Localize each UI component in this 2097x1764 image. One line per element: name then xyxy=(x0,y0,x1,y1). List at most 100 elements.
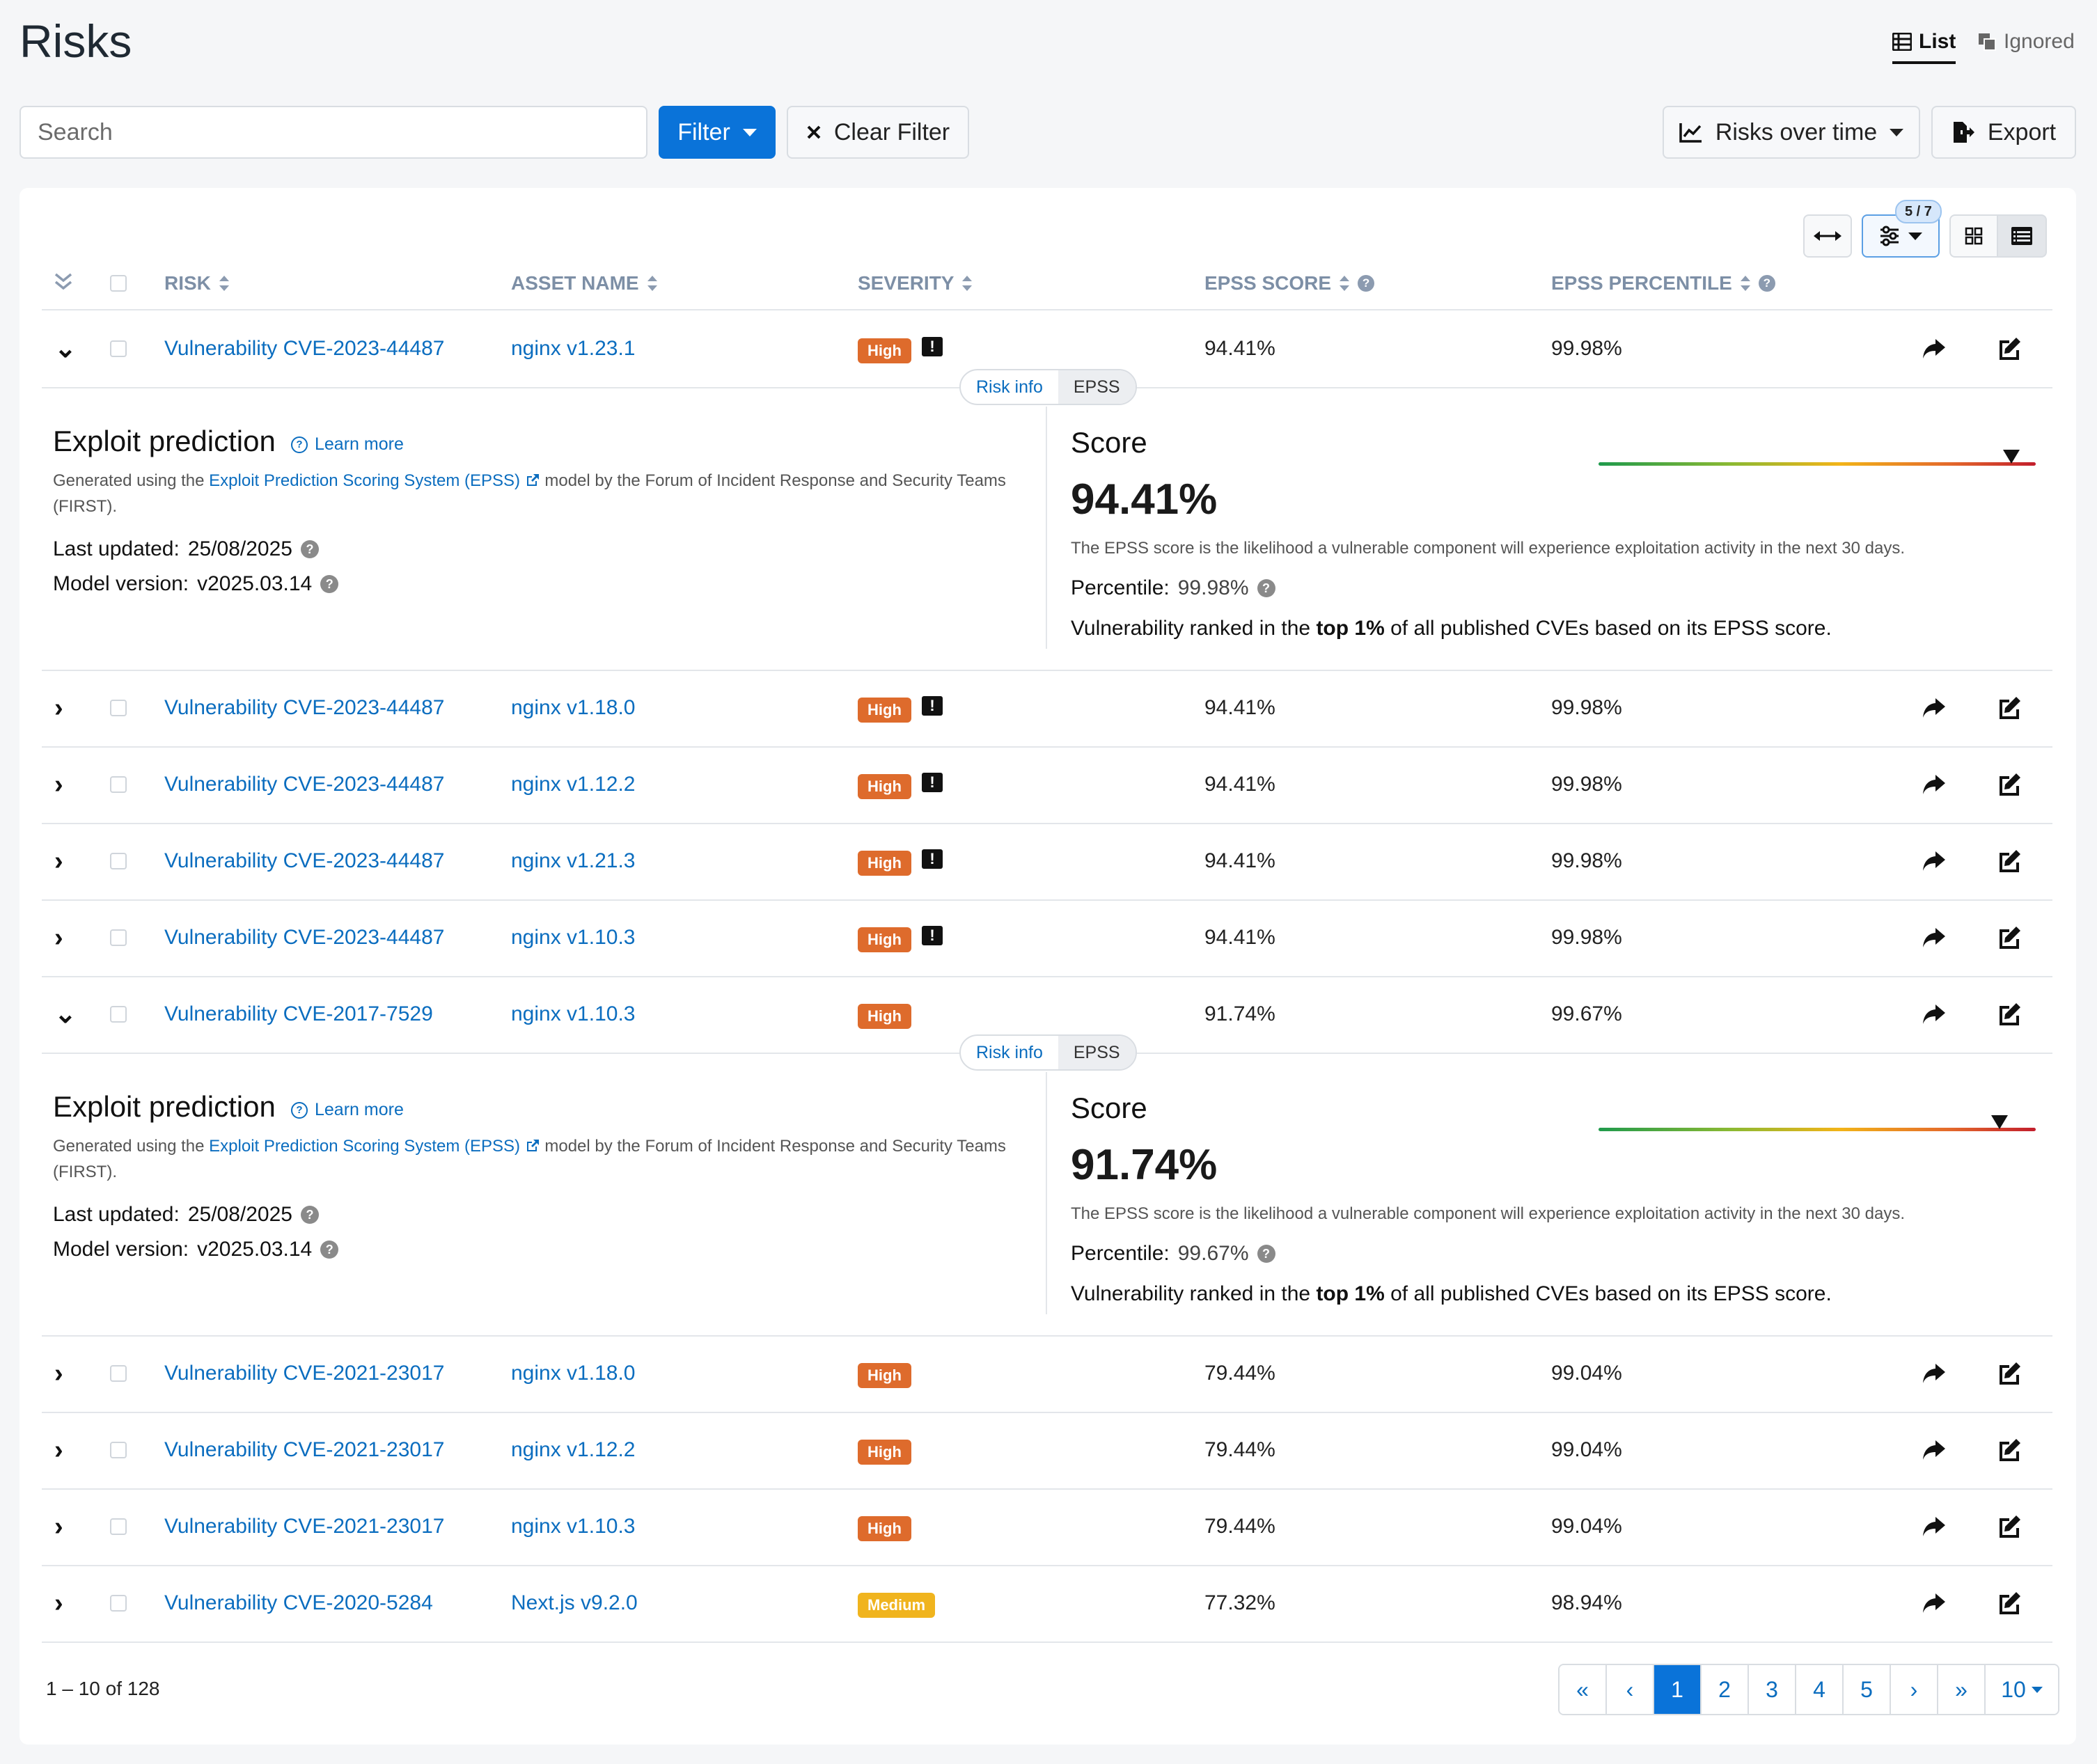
pagination-page[interactable]: 5 xyxy=(1844,1665,1891,1714)
tab-risk-info[interactable]: Risk info xyxy=(976,377,1043,397)
help-icon[interactable]: ? xyxy=(1257,579,1275,597)
column-header-epss-score[interactable]: EPSS SCORE? xyxy=(1204,271,1375,295)
share-arrow-icon[interactable] xyxy=(1922,697,1947,723)
risk-link[interactable]: Vulnerability CVE-2023-44487 xyxy=(164,773,445,796)
chevron-right-icon[interactable]: › xyxy=(54,1512,63,1541)
page-size-select[interactable]: 10 xyxy=(1986,1665,2058,1714)
chevron-right-icon[interactable]: › xyxy=(54,1359,63,1388)
tab-risk-info[interactable]: Risk info xyxy=(976,1042,1043,1062)
help-icon[interactable]: ? xyxy=(300,540,319,558)
risk-link[interactable]: Vulnerability CVE-2020-5284 xyxy=(164,1591,433,1614)
clear-filter-button[interactable]: Clear Filter xyxy=(787,106,969,159)
row-checkbox[interactable] xyxy=(110,853,127,869)
pagination-prev[interactable]: ‹ xyxy=(1607,1665,1654,1714)
edit-icon[interactable] xyxy=(1997,695,2022,724)
comment-exclamation-icon[interactable]: ! xyxy=(922,337,943,356)
share-arrow-icon[interactable] xyxy=(1922,1362,1947,1388)
collapse-all-button[interactable] xyxy=(53,271,74,296)
pagination-page[interactable]: 3 xyxy=(1749,1665,1796,1714)
tab-ignored[interactable]: Ignored xyxy=(1977,26,2075,57)
row-checkbox[interactable] xyxy=(110,1442,127,1458)
grid-view-button[interactable] xyxy=(1949,214,1998,258)
risk-link[interactable]: Vulnerability CVE-2023-44487 xyxy=(164,926,445,949)
comment-exclamation-icon[interactable]: ! xyxy=(922,773,943,792)
help-icon[interactable]: ? xyxy=(320,575,339,593)
tab-epss[interactable]: EPSS xyxy=(1058,370,1136,404)
row-checkbox[interactable] xyxy=(110,776,127,793)
column-header-epss-percentile[interactable]: EPSS PERCENTILE? xyxy=(1551,271,1775,295)
pagination-page[interactable]: 1 xyxy=(1654,1665,1702,1714)
edit-icon[interactable] xyxy=(1997,772,2022,801)
chevron-down-icon[interactable]: ⌄ xyxy=(54,1000,77,1029)
chevron-right-icon[interactable]: › xyxy=(54,770,63,799)
help-icon[interactable]: ? xyxy=(300,1206,319,1224)
share-arrow-icon[interactable] xyxy=(1922,1592,1947,1618)
asset-link[interactable]: nginx v1.10.3 xyxy=(511,926,636,949)
edit-icon[interactable] xyxy=(1997,849,2022,877)
pagination-next[interactable]: › xyxy=(1891,1665,1938,1714)
table-view-button[interactable] xyxy=(1997,214,2047,258)
risks-over-time-button[interactable]: Risks over time xyxy=(1663,106,1920,159)
expand-width-button[interactable] xyxy=(1803,214,1852,258)
risk-link[interactable]: Vulnerability CVE-2023-44487 xyxy=(164,337,445,360)
risk-link[interactable]: Vulnerability CVE-2023-44487 xyxy=(164,849,445,872)
column-header-asset-name[interactable]: ASSET NAME xyxy=(511,271,657,295)
risk-link[interactable]: Vulnerability CVE-2017-7529 xyxy=(164,1002,433,1025)
share-arrow-icon[interactable] xyxy=(1922,927,1947,952)
column-header-severity[interactable]: SEVERITY xyxy=(858,271,973,295)
share-arrow-icon[interactable] xyxy=(1922,1515,1947,1541)
row-checkbox[interactable] xyxy=(110,1595,127,1612)
chevron-right-icon[interactable]: › xyxy=(54,693,63,723)
help-icon[interactable]: ? xyxy=(1257,1245,1275,1263)
row-checkbox[interactable] xyxy=(110,929,127,946)
share-arrow-icon[interactable] xyxy=(1922,773,1947,799)
risk-link[interactable]: Vulnerability CVE-2023-44487 xyxy=(164,696,445,719)
pagination-first[interactable]: « xyxy=(1560,1665,1607,1714)
chevron-right-icon[interactable]: › xyxy=(54,1589,63,1618)
edit-icon[interactable] xyxy=(1997,1361,2022,1389)
select-all-checkbox[interactable] xyxy=(110,275,127,292)
tab-epss[interactable]: EPSS xyxy=(1058,1036,1136,1069)
chevron-right-icon[interactable]: › xyxy=(54,846,63,876)
pagination-last[interactable]: » xyxy=(1938,1665,1986,1714)
edit-icon[interactable] xyxy=(1997,1514,2022,1543)
risk-link[interactable]: Vulnerability CVE-2021-23017 xyxy=(164,1515,445,1538)
pagination-page[interactable]: 2 xyxy=(1702,1665,1749,1714)
row-checkbox[interactable] xyxy=(110,1365,127,1382)
chevron-down-icon[interactable]: ⌄ xyxy=(54,334,77,363)
filter-button[interactable]: Filter xyxy=(659,106,776,159)
row-checkbox[interactable] xyxy=(110,340,127,357)
asset-link[interactable]: nginx v1.10.3 xyxy=(511,1515,636,1538)
row-checkbox[interactable] xyxy=(110,1006,127,1023)
edit-icon[interactable] xyxy=(1997,925,2022,954)
asset-link[interactable]: nginx v1.10.3 xyxy=(511,1002,636,1025)
edit-icon[interactable] xyxy=(1997,1438,2022,1466)
learn-more-link[interactable]: ? Learn more xyxy=(291,1100,404,1120)
asset-link[interactable]: nginx v1.18.0 xyxy=(511,1362,636,1385)
row-checkbox[interactable] xyxy=(110,700,127,716)
asset-link[interactable]: nginx v1.12.2 xyxy=(511,1438,636,1461)
share-arrow-icon[interactable] xyxy=(1922,1439,1947,1465)
asset-link[interactable]: nginx v1.23.1 xyxy=(511,337,636,360)
asset-link[interactable]: nginx v1.12.2 xyxy=(511,773,636,796)
comment-exclamation-icon[interactable]: ! xyxy=(922,849,943,869)
edit-icon[interactable] xyxy=(1997,1002,2022,1030)
epss-model-link[interactable]: Exploit Prediction Scoring System (EPSS) xyxy=(209,471,521,490)
search-input[interactable] xyxy=(19,106,647,159)
edit-icon[interactable] xyxy=(1997,1591,2022,1619)
column-header-risk[interactable]: RISK xyxy=(164,271,229,295)
pagination-page[interactable]: 4 xyxy=(1796,1665,1844,1714)
asset-link[interactable]: nginx v1.21.3 xyxy=(511,849,636,872)
export-button[interactable]: Export xyxy=(1931,106,2076,159)
epss-model-link[interactable]: Exploit Prediction Scoring System (EPSS) xyxy=(209,1137,521,1156)
risk-link[interactable]: Vulnerability CVE-2021-23017 xyxy=(164,1438,445,1461)
help-icon[interactable]: ? xyxy=(320,1241,339,1259)
chevron-right-icon[interactable]: › xyxy=(54,923,63,952)
risk-link[interactable]: Vulnerability CVE-2021-23017 xyxy=(164,1362,445,1385)
asset-link[interactable]: nginx v1.18.0 xyxy=(511,696,636,719)
chevron-right-icon[interactable]: › xyxy=(54,1435,63,1465)
share-arrow-icon[interactable] xyxy=(1922,850,1947,876)
share-arrow-icon[interactable] xyxy=(1922,1003,1947,1029)
edit-icon[interactable] xyxy=(1997,336,2022,365)
tab-list[interactable]: List xyxy=(1892,26,1956,64)
